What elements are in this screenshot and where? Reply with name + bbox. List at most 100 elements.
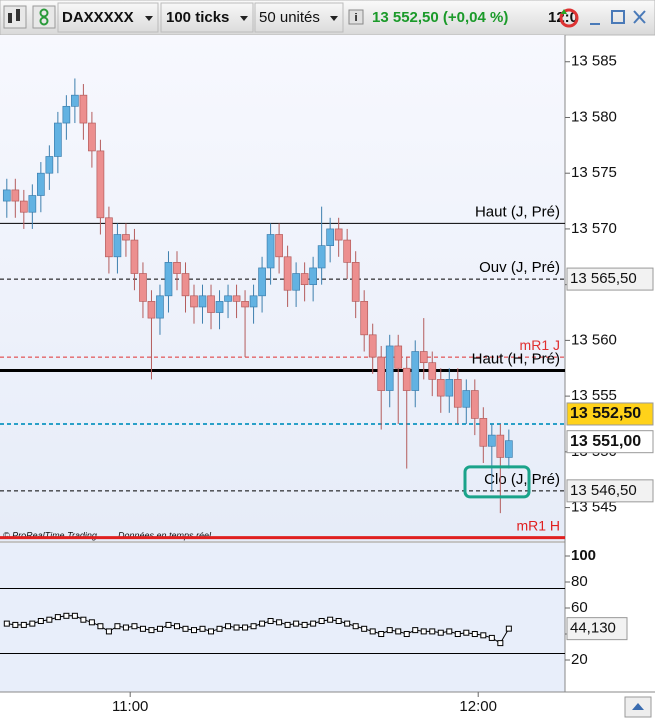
y-tick-label: 13 580 [571, 108, 617, 125]
indicator-point [12, 621, 19, 628]
indicator-point [267, 618, 274, 625]
dropdown-arrow [330, 16, 338, 21]
indicator-point [20, 621, 27, 628]
indicator-point [378, 631, 385, 638]
indicator-point [344, 620, 351, 627]
x-tick-label: 12:00 [459, 698, 497, 715]
dropdown-arrow [240, 16, 248, 21]
candle-body [351, 262, 360, 302]
interval-selector[interactable] [160, 2, 254, 33]
level-label: Haut (J, Pré) [475, 203, 560, 220]
candle-body [343, 239, 352, 263]
indicator-point [420, 628, 427, 635]
candle-body [292, 273, 300, 291]
indicator-point [386, 627, 393, 634]
candle-body [283, 256, 292, 291]
indicator-point [250, 623, 257, 630]
indicator-point [437, 629, 444, 636]
info-button[interactable] [348, 9, 364, 25]
units-selector[interactable] [254, 2, 344, 33]
y-tick-label: 13 570 [571, 220, 617, 237]
indicator-point [301, 621, 308, 628]
y-tick-label: 13 545 [571, 499, 617, 516]
candle-body [79, 94, 88, 124]
price-tag-label: 13 546,50 [570, 482, 637, 499]
indicator-panel [0, 543, 565, 692]
candle-body [258, 267, 266, 297]
candle-body [36, 172, 45, 196]
candle-body [326, 228, 335, 246]
indicator-point [352, 623, 359, 630]
indicator-point [37, 618, 44, 625]
indicator-point [395, 628, 402, 635]
symbol-selector[interactable] [57, 2, 159, 33]
indicator-point [216, 625, 223, 632]
indicator-point [293, 620, 300, 627]
time: 12:0 [548, 9, 578, 26]
indicator-point [199, 625, 206, 632]
refresh-icon[interactable] [559, 8, 579, 28]
indicator-point [242, 624, 249, 631]
candle-body [198, 295, 207, 308]
indicator-point [88, 619, 95, 626]
indicator-point [114, 623, 121, 630]
indicator-point [182, 625, 189, 632]
interval: 100 ticks [166, 9, 229, 26]
level-label: mR1 J [520, 337, 560, 353]
candle-icon[interactable] [3, 5, 27, 29]
candle-body [445, 379, 454, 397]
candle-body [164, 262, 173, 297]
indicator-point [335, 618, 342, 625]
indicator-point [284, 621, 291, 628]
price-tag [566, 267, 654, 291]
quote: 13 552,50 (+0,04 %) [372, 9, 508, 26]
level-label: Haut (H, Pré) [472, 350, 560, 367]
link-icon[interactable] [32, 5, 56, 29]
y-tick-label: 20 [571, 651, 588, 668]
candle-body [11, 189, 20, 202]
candle-body [224, 295, 232, 302]
candle-body [300, 273, 309, 286]
indicator-point [131, 623, 138, 630]
price-panel [0, 35, 565, 541]
indicator-point [505, 625, 512, 632]
candle-body [88, 122, 96, 152]
highlight [463, 465, 531, 499]
candle-body [139, 273, 147, 302]
indicator-point [318, 618, 325, 625]
candle-body [71, 94, 79, 107]
indicator-point [165, 621, 172, 628]
y-tick-label: 80 [571, 573, 588, 590]
window-buttons[interactable] [590, 10, 646, 25]
candle-body [241, 301, 249, 308]
candle-body [275, 234, 283, 258]
y-tick-label: 60 [571, 599, 588, 616]
candle-body [113, 234, 122, 258]
candle-body [368, 334, 377, 358]
candle-body [436, 379, 445, 397]
y-tick-label: 13 560 [571, 331, 617, 348]
level-label: Ouv (J, Pré) [479, 259, 560, 276]
candle-body [487, 434, 496, 447]
price-tag-label: 13 551,00 [570, 433, 641, 450]
candle-body [462, 390, 471, 408]
candle-body [147, 301, 156, 319]
y-tick-label: 13 575 [571, 164, 617, 181]
level-label: Clo (J, Pré) [484, 471, 560, 488]
indicator-point [139, 625, 146, 632]
info-icon: i [354, 12, 357, 24]
indicator-point [54, 614, 61, 621]
candle-body [215, 301, 224, 313]
indicator-point [497, 640, 504, 647]
candle-body [28, 195, 37, 213]
indicator-point [191, 627, 198, 634]
candle-body [232, 295, 241, 302]
indicator-point [429, 628, 436, 635]
candle-body [249, 295, 258, 308]
indicator-point [29, 620, 36, 627]
candle-body [130, 239, 139, 274]
candle-body [394, 345, 403, 369]
indicator-point [148, 627, 155, 634]
candle-body [453, 379, 462, 408]
candle-body [207, 295, 215, 313]
